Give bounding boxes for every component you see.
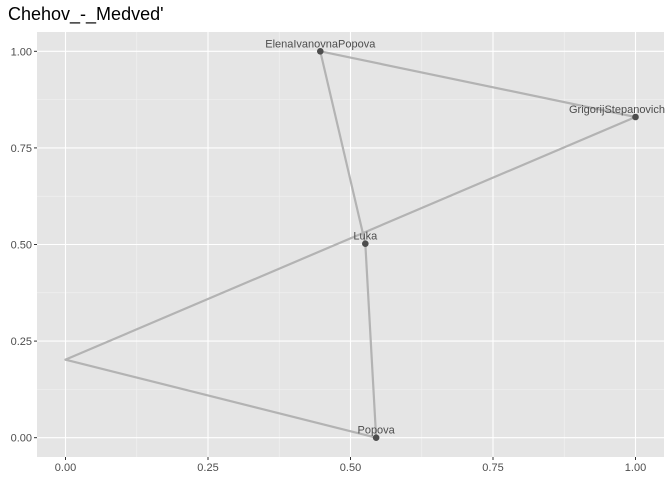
y-tick-label: 1.00	[11, 46, 32, 58]
node-label: ElenaIvanovnaPopova	[265, 38, 376, 50]
node-label: Luka	[353, 231, 378, 243]
grid-major	[37, 32, 664, 457]
edges	[64, 50, 637, 439]
edge-line	[364, 242, 378, 439]
node-point	[372, 434, 380, 441]
x-tick-label: 0.00	[55, 462, 76, 474]
x-tick-label: 0.50	[340, 462, 361, 474]
node-label: Popova	[357, 425, 395, 437]
y-tick-label: 0.25	[11, 336, 32, 348]
x-tick-label: 0.25	[197, 462, 218, 474]
node-point	[632, 113, 639, 121]
node-point	[362, 240, 369, 248]
edge-line	[64, 115, 637, 361]
y-tick-label: 0.75	[11, 143, 32, 155]
x-axis: 0.00 0.25 0.50 0.75 1.00	[55, 457, 646, 474]
edge-line	[319, 50, 367, 245]
chart-title: Chehov_-_Medved'	[8, 4, 164, 24]
x-tick-label: 0.75	[482, 462, 503, 474]
node-point	[316, 48, 324, 55]
node-label: GrigorijStepanovich	[569, 104, 665, 116]
y-tick-label: 0.50	[11, 240, 32, 252]
x-tick-label: 1.00	[625, 462, 646, 474]
edge-line	[64, 358, 378, 439]
node-labels: ElenaIvanovnaPopova GrigorijStepanovich Lu…	[265, 38, 665, 436]
y-tick-label: 0.00	[11, 433, 32, 445]
edge-line	[319, 50, 637, 119]
y-axis: 0.00 0.25 0.50 0.75 1.00	[11, 46, 37, 445]
nodes	[316, 48, 639, 441]
